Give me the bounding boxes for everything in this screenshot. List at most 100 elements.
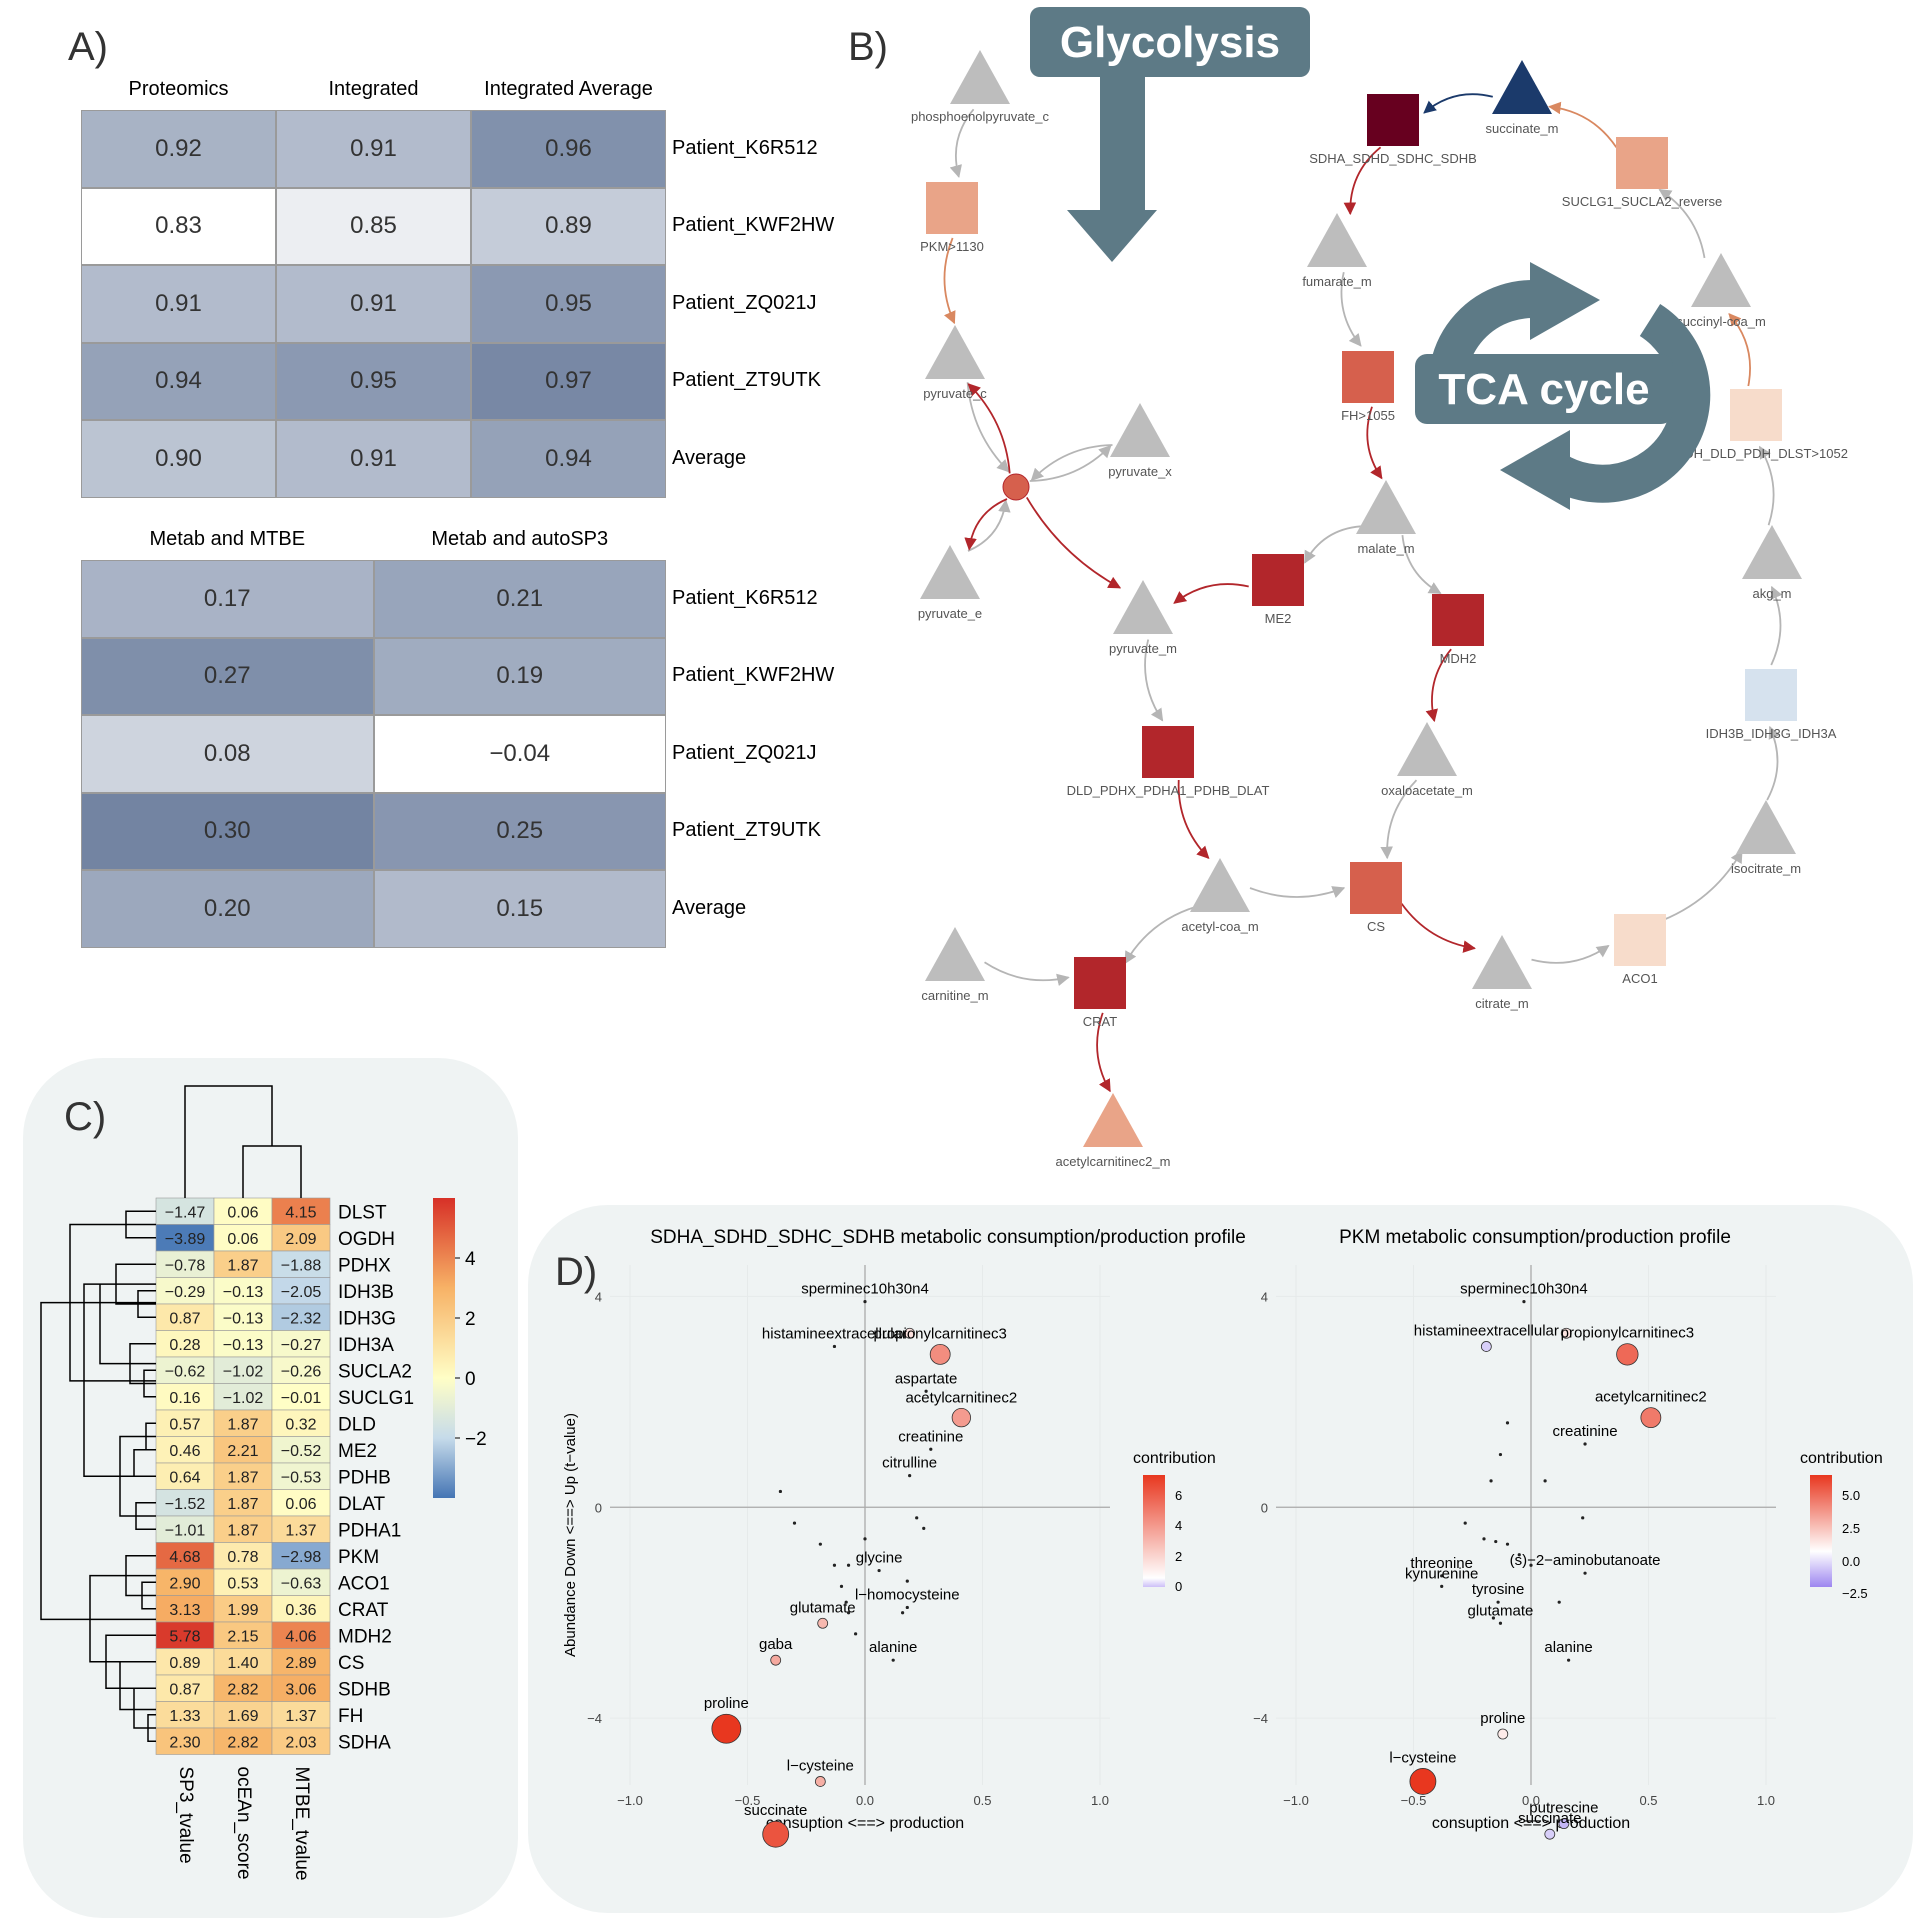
network-node-aco1: ACO1 <box>1614 914 1666 986</box>
heatmap-cell <box>271 1197 331 1225</box>
heatmap-cell <box>155 1595 215 1623</box>
data-point <box>922 1526 926 1530</box>
triangle-node-shape <box>925 325 985 379</box>
node-label: oxaloacetate_m <box>1381 783 1473 798</box>
x-tick-label: −1.0 <box>1283 1793 1309 1808</box>
triangle-node-shape <box>925 927 985 981</box>
y-tick-label: 4 <box>595 1289 602 1304</box>
data-point <box>1440 1574 1444 1578</box>
point-label: glutamate <box>1468 1602 1534 1619</box>
node-label: ME2 <box>1265 611 1292 626</box>
table1-column-header: Proteomics <box>128 78 229 100</box>
data-point <box>1482 1537 1486 1541</box>
data-point <box>832 1563 837 1567</box>
triangle-node-shape <box>1356 480 1416 534</box>
data-point <box>901 1611 905 1615</box>
heatmap-row-label: OGDH <box>338 1229 395 1250</box>
table1-cell: 0.91 <box>276 420 471 498</box>
table1-cell: 0.85 <box>276 187 471 265</box>
network-edge <box>1728 312 1751 387</box>
scatter-chart-1: SDHA_SDHD_SDHC_SDHB metabolic consumptio… <box>562 1227 1246 1848</box>
network-edge <box>1343 146 1382 216</box>
heatmap-cell-value: 1.87 <box>227 1257 258 1274</box>
table1-cell: 0.95 <box>276 342 471 420</box>
legend-tick-label: 0.0 <box>1842 1554 1860 1569</box>
heatmap-cell-value: 1.33 <box>169 1708 200 1725</box>
network-node-idh: IDH3B_IDH3G_IDH3A <box>1706 669 1837 741</box>
heatmap-cell <box>271 1224 331 1252</box>
node-label: fumarate_m <box>1302 274 1371 289</box>
panel-a-letter: A) <box>68 25 108 69</box>
heatmap-cell <box>155 1409 215 1437</box>
network-edge <box>1423 93 1493 114</box>
point-label: sperminec10h30n4 <box>1460 1281 1588 1298</box>
data-point <box>1491 1616 1495 1620</box>
panel-b-network: phosphoenolpyruvate_c PKM>1130 pyruvate_cp… <box>911 7 1848 1169</box>
heatmap-cell <box>271 1515 331 1543</box>
x-tick-label: −1.0 <box>617 1793 643 1808</box>
node-label: OGDH_DLD_PDH_DLST>1052 <box>1664 446 1848 461</box>
network-edge <box>1758 445 1775 526</box>
legend-colorbar <box>1810 1475 1832 1587</box>
triangle-node-shape <box>1113 580 1173 634</box>
table2-cell: 0.27 <box>81 637 374 715</box>
network-node-cs: CS <box>1350 862 1402 934</box>
table2-row-label: Patient_ZQ021J <box>672 741 817 764</box>
heatmap-cell-value: 0.28 <box>169 1337 200 1354</box>
network-edge <box>1249 886 1346 898</box>
tca-arrowhead-top <box>1530 262 1600 340</box>
heatmap-row-label: SDHB <box>338 1679 391 1700</box>
column-dendrogram <box>184 1085 273 1198</box>
point-label: l−homocysteine <box>855 1586 960 1603</box>
network-node-fum: fumarate_m <box>1302 213 1372 289</box>
heatmap-cell-value: 1.87 <box>227 1496 258 1513</box>
data-point <box>1544 1828 1556 1840</box>
network-node-pyrc: pyruvate_c <box>923 325 987 401</box>
point-label: glutamate <box>790 1599 856 1616</box>
network-edge <box>1400 903 1476 953</box>
heatmap-cell-value: 0.06 <box>227 1231 258 1248</box>
heatmap-cell <box>155 1277 215 1305</box>
heatmap-cell-value: 0.78 <box>227 1549 258 1566</box>
square-node-shape <box>1252 554 1304 606</box>
node-label: isocitrate_m <box>1731 861 1801 876</box>
heatmap-cell-value: 2.89 <box>285 1655 316 1672</box>
heatmap-cell <box>213 1250 273 1278</box>
data-point <box>1409 1768 1437 1795</box>
data-point <box>908 1474 912 1478</box>
node-label: SDHA_SDHD_SDHC_SDHB <box>1309 151 1477 166</box>
heatmap-cell-value: 1.99 <box>227 1602 258 1619</box>
network-edge <box>949 108 975 178</box>
heatmap-cell-value: −1.01 <box>165 1522 206 1539</box>
data-point <box>904 1327 916 1339</box>
triangle-node-shape <box>1110 403 1170 457</box>
heatmap-cell-value: −0.78 <box>165 1257 206 1274</box>
point-label: threonine <box>1410 1555 1473 1572</box>
point-label: sperminec10h30n4 <box>801 1281 929 1298</box>
point-label: gaba <box>759 1636 793 1653</box>
square-node-shape <box>926 182 978 234</box>
panel-d-letter: D) <box>555 1250 598 1294</box>
table1-row-label: Patient_ZT9UTK <box>672 369 821 392</box>
heatmap-cell-value: −0.53 <box>281 1469 322 1486</box>
triangle-node-shape <box>1691 253 1751 307</box>
heatmap-cell-value: −0.63 <box>281 1575 322 1592</box>
heatmap-cell <box>155 1224 215 1252</box>
heatmap-row-label: SDHA <box>338 1732 391 1753</box>
network-node-acar: acetylcarnitinec2_m <box>1056 1093 1170 1169</box>
table1-row-label: Patient_KWF2HW <box>672 214 835 237</box>
data-point <box>1583 1571 1587 1575</box>
table1-cell: 0.91 <box>81 265 276 343</box>
heatmap-row-label: DLAT <box>338 1494 386 1515</box>
table1-cell: 0.83 <box>81 187 276 265</box>
heatmap-cell-value: 2.82 <box>227 1681 258 1698</box>
table2-column-header: Metab and autoSP3 <box>431 528 609 550</box>
x-tick-label: 0.0 <box>1522 1793 1540 1808</box>
table1-row-label: Average <box>672 446 747 469</box>
heatmap-column-label: MTBE_tvalue <box>291 1767 312 1881</box>
y-tick-label: 4 <box>1261 1289 1268 1304</box>
panel-b-letter: B) <box>848 25 888 69</box>
network-node-acoa: acetyl-coa_m <box>1181 858 1259 934</box>
x-axis-label: consuption <==> production <box>1432 1815 1630 1832</box>
heatmap-cell <box>155 1489 215 1517</box>
